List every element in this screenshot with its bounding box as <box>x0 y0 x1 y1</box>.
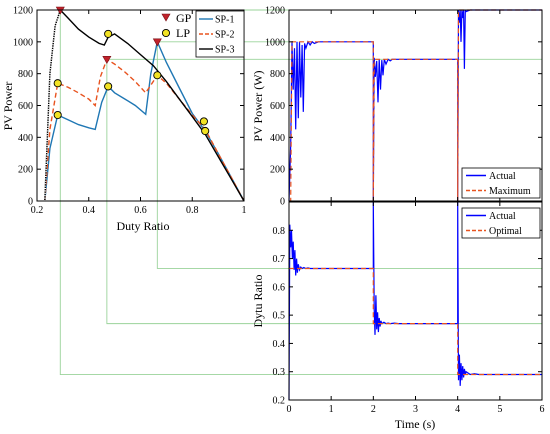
legend-duty-ratio: Actual Optimal <box>461 207 541 239</box>
y-tick-label-2-5: 0.7 <box>273 254 286 265</box>
y-tick-label-2-1: 0.3 <box>273 367 286 378</box>
x-tick-label-2-1: 1 <box>329 404 334 415</box>
y-tick-label-1-6: 1200 <box>265 6 285 17</box>
y-tick-label-2-4: 0.6 <box>273 282 286 293</box>
x-tick-label-0-2: 0.6 <box>134 205 147 216</box>
lp-marker-4 <box>153 71 162 80</box>
legend-box-2 <box>461 207 541 239</box>
x-tick-label-0-1: 0.4 <box>83 205 96 216</box>
lp-marker-6 <box>201 126 210 136</box>
y-tick-label-0-1: 200 <box>18 165 33 176</box>
legend-label-0-sp-2: SP-2 <box>215 30 234 41</box>
connector-duty-0 <box>59 10 542 375</box>
chart-time-vs-duty-ratio: 0.2 0.3 0.4 0.5 0.6 0.7 0.8 0 1 2 3 4 5 6 Time (s) Dy… <box>251 201 545 431</box>
legend-marker-gp <box>161 13 171 22</box>
connector-duty-2 <box>156 41 542 269</box>
legend-label-0-sp-3: SP-3 <box>215 45 234 56</box>
series-line-0-sp-2 <box>44 58 245 202</box>
x-tick-label-2-3: 3 <box>413 404 418 415</box>
lp-marker-3 <box>104 29 113 38</box>
y-tick-label-1-1: 200 <box>270 165 285 176</box>
y-tick-label-0-4: 800 <box>18 69 33 80</box>
y-tick-label-0-0: 0 <box>28 197 33 208</box>
legend-label-2-actual: Actual <box>489 211 516 222</box>
y-tick-label-0-2: 400 <box>18 133 33 144</box>
legend-box-1 <box>461 167 541 199</box>
x-axis-label-time: Time (s) <box>395 417 436 431</box>
series-line-2-actual <box>288 201 542 401</box>
x-tick-label-2-2: 2 <box>371 404 376 415</box>
chart-duty-ratio-vs-power: 0 200 400 600 800 1000 1200 0.2 0.4 0.6 0.8 1 Duty … <box>1 6 247 234</box>
y-axis-label-pv-power-w: PV Power (W) <box>251 70 265 141</box>
series-line-0-sp-3 <box>44 8 245 202</box>
legend-label-1-maximum: Maximum <box>489 186 531 197</box>
y-tick-label-0-6: 1200 <box>13 6 33 17</box>
y-tick-label-0-5: 1000 <box>13 37 33 48</box>
y-tick-label-1-3: 600 <box>270 101 285 112</box>
lp-marker-0 <box>53 111 62 120</box>
x-tick-label-2-0: 0 <box>287 404 292 415</box>
y-tick-label-2-3: 0.5 <box>273 311 286 322</box>
legend-label-gp: GP <box>176 11 192 25</box>
lp-marker-5 <box>199 117 208 126</box>
x-tick-label-0-3: 0.8 <box>186 205 199 216</box>
x-axis-label-duty-ratio: Duty Ratio <box>117 219 170 233</box>
gp-marker-1 <box>102 56 112 64</box>
y-tick-label-2-6: 0.8 <box>273 226 286 237</box>
y-tick-label-1-5: 1000 <box>265 37 285 48</box>
legend-lines: SP-1 SP-2 SP-3 <box>195 10 245 58</box>
y-tick-label-1-0: 0 <box>280 197 285 208</box>
series-line-0-sp-1 <box>44 39 245 202</box>
gp-marker-2 <box>152 38 162 47</box>
legend-label-2-optimal: Optimal <box>489 226 522 237</box>
x-tick-label-0-0: 0.2 <box>31 205 44 216</box>
legend-label-lp: LP <box>176 26 190 40</box>
series-line-0-sp-3-dotted <box>44 9 62 202</box>
y-tick-label-2-0: 0.2 <box>273 396 286 407</box>
y-axis-label-dytu-ratio: Dytu Ratio <box>251 275 265 328</box>
y-tick-label-2-2: 0.4 <box>273 339 286 350</box>
chart-time-vs-pv-power: 0 200 400 600 800 1000 1200 PV Power (W) Actua… <box>251 6 543 208</box>
legend-marker-lp <box>161 28 171 38</box>
legend-label-1-actual: Actual <box>489 171 516 182</box>
y-tick-label-0-3: 600 <box>18 101 33 112</box>
x-tick-label-2-6: 6 <box>540 404 545 415</box>
lp-marker-2 <box>104 82 113 91</box>
legend-pv-power: Actual Maximum <box>461 167 541 199</box>
series-line-2-optimal <box>289 267 542 376</box>
legend-label-0-sp-1: SP-1 <box>215 15 234 26</box>
y-tick-label-1-4: 800 <box>270 69 285 80</box>
x-tick-label-0-4: 1 <box>242 205 247 216</box>
series-line-1-maximum <box>289 9 542 202</box>
y-axis-label-pv-power: PV Power <box>1 82 15 131</box>
x-tick-label-2-5: 5 <box>497 404 502 415</box>
y-tick-label-1-2: 400 <box>270 133 285 144</box>
lp-marker-1 <box>53 79 62 88</box>
x-tick-label-2-4: 4 <box>455 404 460 415</box>
